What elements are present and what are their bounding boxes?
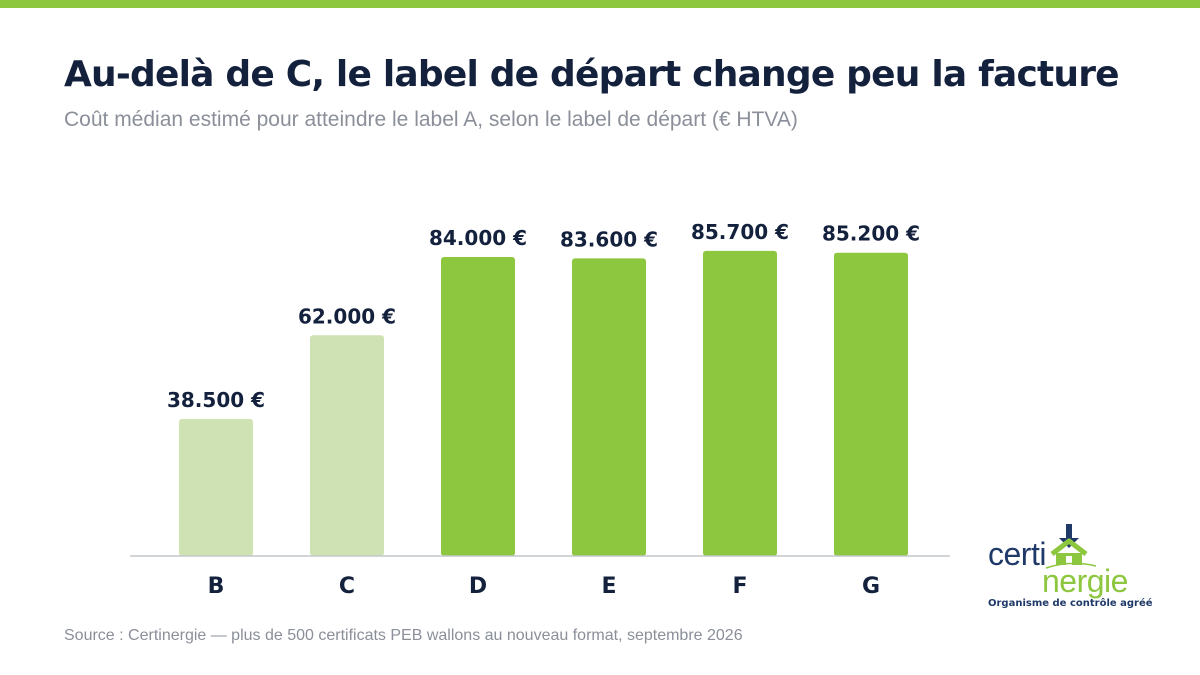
category-label-g: G (862, 574, 880, 599)
bar-g (834, 252, 908, 557)
value-labels-layer: 38.500 € 62.000 € 84.000 € 83.600 € 85.700 €… (167, 220, 920, 412)
certinergie-logo: certi nergie Organisme de contrôle agréé (984, 520, 1153, 615)
top-accent-bar (0, 0, 1200, 8)
logo-word-certi: certi (988, 536, 1046, 572)
bars-layer (179, 250, 908, 557)
category-label-c: C (339, 574, 355, 599)
category-label-b: B (208, 574, 225, 599)
category-labels-layer: B C D E F G (208, 574, 880, 599)
value-label-g: 85.200 € (822, 222, 920, 246)
value-label-e: 83.600 € (560, 227, 658, 251)
value-label-c: 62.000 € (298, 304, 396, 328)
chart-title: Au-delà de C, le label de départ change … (64, 54, 1120, 95)
bar-e (572, 258, 646, 556)
bar-chart: 38.500 € 62.000 € 84.000 € 83.600 € 85.700 €… (130, 220, 950, 599)
house-arrow-icon (1045, 524, 1096, 569)
bar-f (703, 250, 777, 556)
bar-d (441, 256, 515, 556)
value-label-d: 84.000 € (429, 226, 527, 250)
source-note: Source : Certinergie — plus de 500 certi… (64, 627, 743, 644)
category-label-e: E (601, 574, 616, 599)
logo-tagline: Organisme de contrôle agréé (988, 598, 1153, 609)
logo-word-nergie: nergie (1042, 563, 1128, 599)
category-label-d: D (469, 574, 487, 599)
bar-c (310, 335, 384, 556)
chart-subtitle: Coût médian estimé pour atteindre le lab… (64, 108, 798, 131)
value-label-b: 38.500 € (167, 388, 265, 412)
value-label-f: 85.700 € (691, 220, 789, 244)
bar-b (179, 418, 253, 556)
category-label-f: F (732, 574, 747, 599)
